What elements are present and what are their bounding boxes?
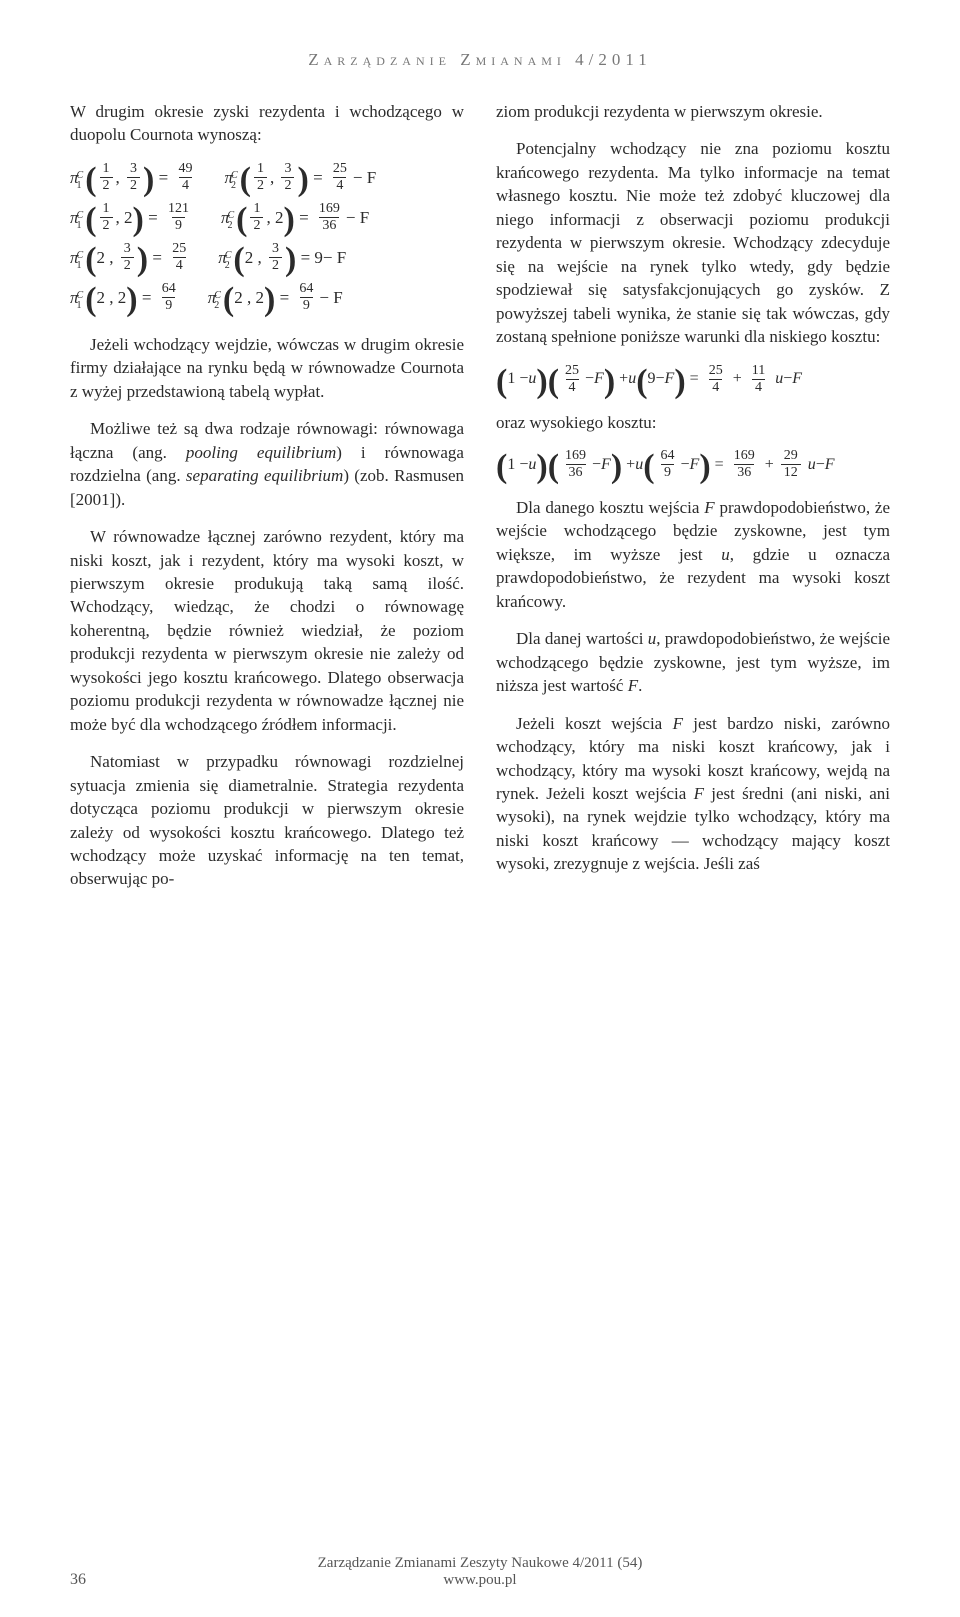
- formula-right: πC2 ( 12, 32 ) = 254 − F: [224, 161, 376, 195]
- right-para-5: Jeżeli koszt wejścia F jest bardzo niski…: [496, 712, 890, 876]
- right-para-2: Potencjalny wchodzący nie zna poziomu ko…: [496, 137, 890, 348]
- low-cost-equation: (1 − u) ( 254 − F ) + u (9 − F) = 254 + …: [496, 363, 890, 397]
- left-para-1: Jeżeli wchodzący wejdzie, wówczas w drug…: [70, 333, 464, 403]
- left-para-3: W równowadze łącznej zarówno rezydent, k…: [70, 525, 464, 736]
- formula-right: πC2 ( 2 , 2 ) = 649 − F: [208, 281, 343, 315]
- formula-left: πC1 ( 2 , 32 ) = 254: [70, 241, 192, 275]
- formula-right: πC2 ( 2 , 32 ) = 9 − F: [218, 241, 346, 275]
- formula-row: πC1 ( 2 , 2 ) = 649 πC2 ( 2 , 2 ) = 649 …: [70, 281, 464, 315]
- formula-row: πC1 ( 12, 2 ) = 1219 πC2 ( 12, 2 ) = 169…: [70, 201, 464, 235]
- left-intro-paragraph: W drugim okresie zyski rezydenta i wchod…: [70, 100, 464, 147]
- formula-right: πC2 ( 12, 2 ) = 16936 − F: [221, 201, 369, 235]
- formula-row: πC1 ( 2 , 32 ) = 254 πC2 ( 2 , 32 ) = 9 …: [70, 241, 464, 275]
- right-para-3: Dla danego kosztu wejścia F prawdopodobi…: [496, 496, 890, 613]
- left-para-2: Możliwe też są dwa rodzaje równowagi: ró…: [70, 417, 464, 511]
- page-footer: Zarządzanie Zmianami Zeszyty Naukowe 4/2…: [0, 1555, 960, 1589]
- formula-left: πC1 ( 2 , 2 ) = 649: [70, 281, 182, 315]
- right-mid-label-1: oraz wysokiego kosztu:: [496, 411, 890, 434]
- footer-line-1: Zarządzanie Zmianami Zeszyty Naukowe 4/2…: [0, 1555, 960, 1572]
- right-para-continuation: ziom produkcji rezydenta w pierwszym okr…: [496, 100, 890, 123]
- formula-left: πC1 ( 12, 32 ) = 494: [70, 161, 198, 195]
- left-para-4: Natomiast w przypadku równowagi rozdziel…: [70, 750, 464, 891]
- right-para-4: Dla danej wartości u, prawdopodobieństwo…: [496, 627, 890, 697]
- pi-formula-block: πC1 ( 12, 32 ) = 494 πC2 ( 12, 32 ) = 25…: [70, 161, 464, 315]
- running-head: Zarządzanie Zmianami 4/2011: [70, 50, 890, 70]
- high-cost-equation: (1 − u) ( 16936 − F ) + u ( 649 − F ) = …: [496, 448, 890, 482]
- footer-line-2: www.pou.pl: [0, 1572, 960, 1589]
- formula-row: πC1 ( 12, 32 ) = 494 πC2 ( 12, 32 ) = 25…: [70, 161, 464, 195]
- formula-left: πC1 ( 12, 2 ) = 1219: [70, 201, 195, 235]
